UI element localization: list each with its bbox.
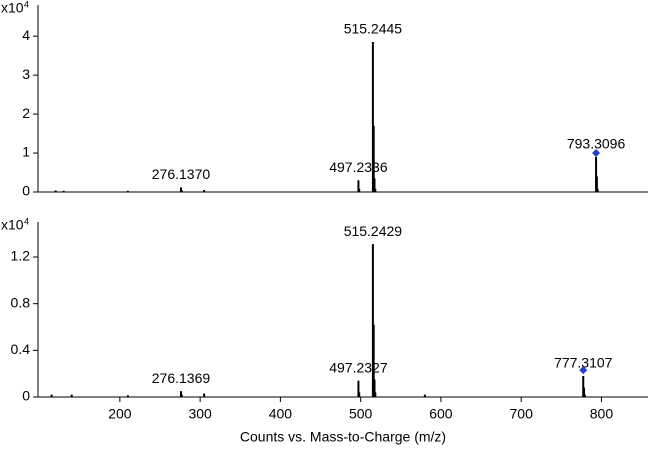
y-tick-label: 1.2 <box>11 248 31 264</box>
x-tick-label: 700 <box>510 406 534 422</box>
peak-label: 276.1369 <box>152 370 211 386</box>
y-multiplier: x10 <box>1 0 24 16</box>
y-tick-label: 0.4 <box>11 341 31 357</box>
peak-label: 497.2327 <box>329 359 388 375</box>
x-tick-label: 300 <box>188 406 212 422</box>
y-exponent: 4 <box>24 216 29 226</box>
x-tick-label: 800 <box>590 406 614 422</box>
x-axis-label: Counts vs. Mass-to-Charge (m/z) <box>240 429 446 445</box>
x-tick-label: 400 <box>269 406 293 422</box>
x-tick-label: 500 <box>349 406 373 422</box>
y-tick-label: 3 <box>22 66 30 82</box>
precursor-marker <box>579 366 588 375</box>
precursor-marker <box>592 149 601 158</box>
y-tick-label: 2 <box>22 105 30 121</box>
peak-label: 515.2445 <box>344 21 403 37</box>
peak-label: 276.1370 <box>152 166 211 182</box>
y-tick-label: 4 <box>22 27 30 43</box>
y-tick-label: 0 <box>22 388 30 404</box>
peak-label: 515.2429 <box>344 223 403 239</box>
y-tick-label: 0.8 <box>11 294 31 310</box>
y-multiplier: x10 <box>1 217 24 233</box>
y-tick-label: 1 <box>22 144 30 160</box>
x-tick-label: 600 <box>429 406 453 422</box>
x-tick-label: 200 <box>108 406 132 422</box>
peak-label: 793.3096 <box>567 136 626 152</box>
peak-label: 497.2336 <box>329 159 388 175</box>
y-exponent: 4 <box>24 0 29 9</box>
y-tick-label: 0 <box>22 183 30 199</box>
peak-label: 777.3107 <box>554 355 613 371</box>
